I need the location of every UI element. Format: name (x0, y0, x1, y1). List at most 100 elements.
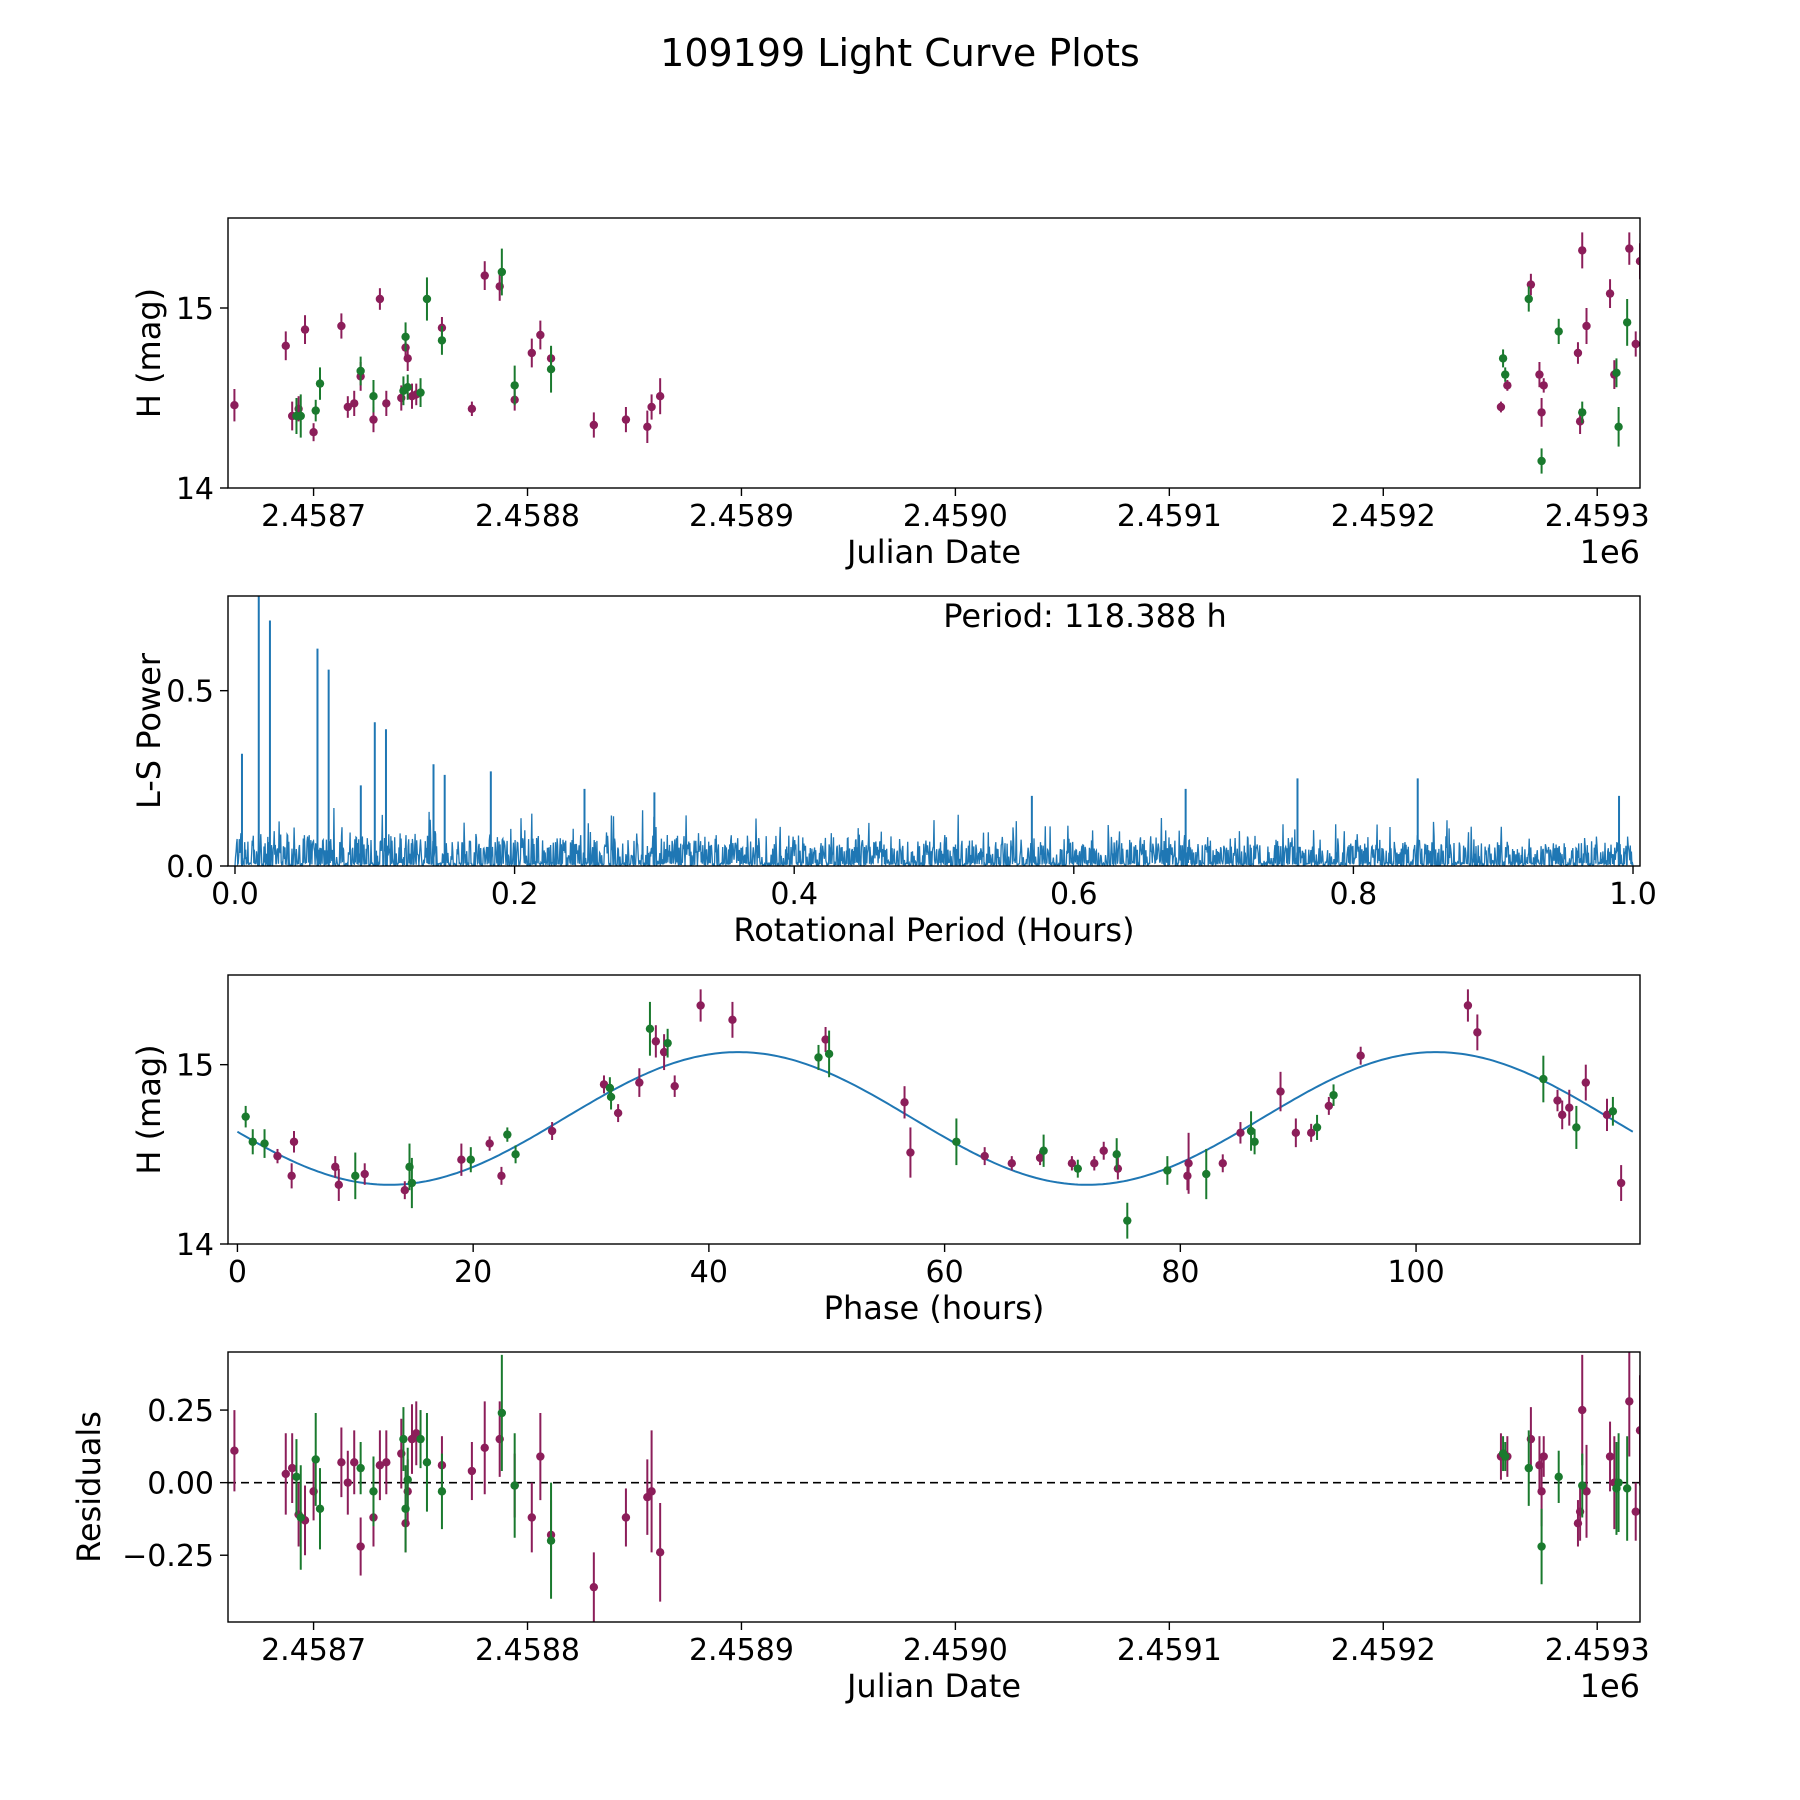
marker (360, 1169, 369, 1179)
marker (1246, 1126, 1256, 1136)
marker (337, 1458, 346, 1467)
marker (407, 1178, 417, 1188)
data-point-magenta-41 (1605, 279, 1615, 308)
data-point-magenta-45 (1616, 1165, 1626, 1201)
data-point-magenta-38 (1463, 989, 1473, 1022)
marker (1496, 402, 1506, 412)
marker (1501, 1452, 1510, 1461)
data-point-green-12 (497, 248, 507, 296)
data-point-magenta-30 (655, 1502, 665, 1602)
marker (647, 1487, 656, 1496)
marker (416, 388, 425, 397)
data-point-magenta-13 (635, 1068, 644, 1097)
marker (821, 1035, 830, 1044)
y-axis-label: Residuals (70, 1411, 108, 1563)
data-point-magenta-36 (1324, 1096, 1334, 1115)
marker (309, 428, 318, 437)
data-point-magenta-5 (360, 1163, 369, 1185)
y-tick-label: 0.5 (166, 675, 214, 710)
marker (536, 330, 545, 340)
marker (1640, 1534, 1648, 1542)
x-tick-label: 2.4589 (689, 1633, 794, 1668)
data-point-green-18 (1112, 1138, 1121, 1171)
data-point-green-14 (546, 1482, 556, 1599)
marker (343, 402, 353, 412)
data-point-green-20 (1578, 401, 1587, 424)
x-tick-label: 2.4587 (261, 1633, 366, 1668)
x-axis-label: Phase (hours) (824, 1289, 1045, 1327)
data-point-magenta-4 (300, 315, 310, 344)
marker (1236, 1128, 1245, 1138)
data-point-green-15 (1498, 349, 1508, 368)
data-point-magenta-34 (1291, 1118, 1301, 1148)
marker (1184, 1159, 1193, 1168)
x-tick-label: 2.4593 (1545, 499, 1650, 534)
data-point-green-4 (356, 1442, 365, 1495)
marker (467, 1466, 477, 1476)
data-point-magenta-46 (1640, 1491, 1648, 1584)
marker (382, 399, 391, 408)
marker (300, 325, 310, 334)
data-point-green-5 (369, 380, 378, 413)
marker (356, 1463, 365, 1473)
data-point-magenta-8 (350, 390, 359, 416)
data-point-magenta-6 (337, 313, 346, 339)
marker (292, 1472, 301, 1482)
marker (635, 1078, 644, 1087)
marker (655, 1548, 665, 1557)
marker (670, 1081, 679, 1091)
data-point-magenta-39 (1578, 232, 1587, 269)
marker (356, 1542, 365, 1551)
marker (241, 1112, 250, 1121)
data-point-magenta-10 (547, 1122, 557, 1140)
marker (369, 392, 378, 401)
data-point-magenta-20 (900, 1086, 909, 1119)
x-tick-label: 2.4591 (1117, 499, 1222, 534)
x-tick-label: 0.8 (1330, 877, 1378, 912)
model-curve (236, 1051, 1634, 1186)
data-point-magenta-5 (309, 423, 318, 442)
marker (621, 415, 631, 424)
period-annotation: Period: 118.388 h (943, 597, 1227, 635)
y-tick-label: 14 (176, 1228, 214, 1263)
marker (1612, 368, 1621, 377)
axes-frame (227, 1351, 1641, 1623)
data-point-green-0 (292, 1439, 301, 1515)
data-point-green-21 (1202, 1148, 1211, 1200)
x-axis-label: Julian Date (845, 1667, 1021, 1705)
y-tick-label: 0.00 (147, 1467, 214, 1502)
x-tick-label: 1.0 (1609, 877, 1657, 912)
marker (1007, 1159, 1016, 1168)
data-point-magenta-43 (1581, 1064, 1590, 1101)
marker (1306, 1128, 1316, 1138)
data-point-magenta-27 (621, 1488, 631, 1547)
marker (952, 1137, 961, 1146)
marker (1554, 1472, 1563, 1482)
marker (589, 1582, 599, 1592)
marker (1578, 1481, 1587, 1490)
marker (403, 383, 412, 392)
marker (546, 365, 556, 374)
marker (1605, 289, 1615, 298)
x-tick-label: 2.4589 (689, 499, 794, 534)
marker (1218, 1159, 1227, 1168)
marker (814, 1053, 823, 1062)
marker (527, 348, 536, 358)
marker (1605, 1452, 1615, 1461)
data-point-magenta-35 (1537, 398, 1546, 427)
marker (497, 1171, 506, 1181)
marker (1035, 1153, 1045, 1163)
x-tick-label: 20 (454, 1255, 492, 1290)
data-point-magenta-35 (1306, 1123, 1316, 1142)
marker (547, 1126, 557, 1136)
marker (1503, 381, 1512, 390)
marker (1614, 422, 1623, 431)
periodogram-line (234, 807, 1634, 866)
data-point-green-11 (437, 326, 447, 355)
marker (457, 1155, 466, 1164)
data-point-green-5 (407, 1157, 417, 1209)
x-tick-label: 0 (228, 1255, 247, 1290)
marker (1565, 1103, 1574, 1112)
marker (260, 1139, 269, 1148)
data-point-magenta-36 (1539, 1436, 1548, 1477)
